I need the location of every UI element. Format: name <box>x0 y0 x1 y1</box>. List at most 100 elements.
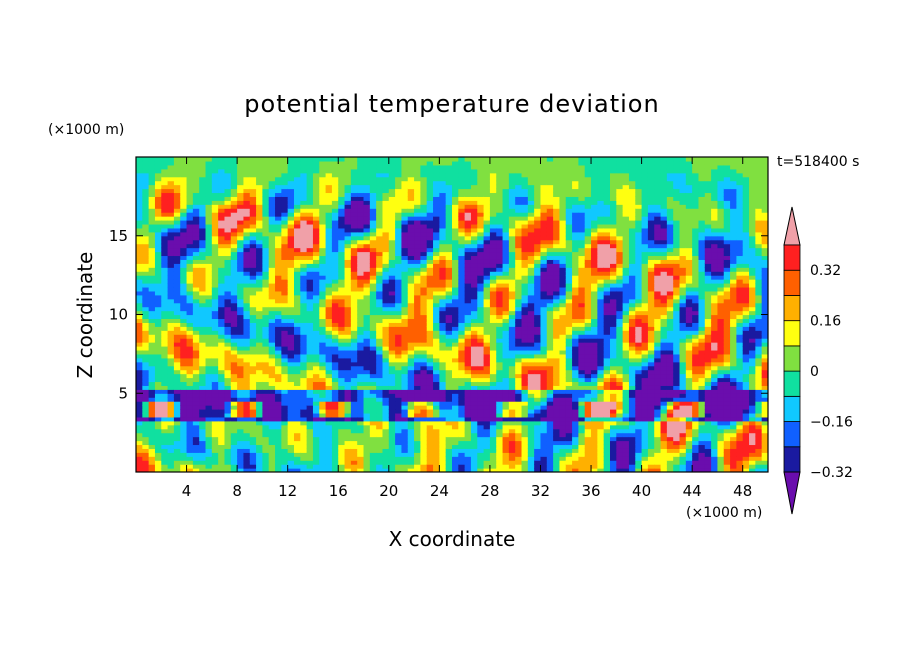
contour-cell <box>268 349 276 355</box>
contour-cell <box>338 412 346 418</box>
contour-cell <box>388 424 396 430</box>
contour-cell <box>249 275 257 280</box>
contour-cell <box>186 440 194 446</box>
contour-cell <box>218 235 226 241</box>
contour-cell <box>502 231 510 237</box>
contour-cell <box>256 294 263 300</box>
contour-cell <box>192 349 200 355</box>
contour-cell <box>331 385 339 390</box>
contour-cell <box>312 314 320 320</box>
contour-cell <box>281 349 289 355</box>
contour-cell <box>515 397 523 402</box>
contour-cell <box>452 342 459 347</box>
contour-cell <box>426 409 434 414</box>
contour-cell <box>262 448 270 453</box>
contour-cell <box>306 255 314 260</box>
contour-cell <box>211 353 219 359</box>
contour-cell <box>281 235 289 241</box>
contour-cell <box>363 385 371 390</box>
contour-cell <box>281 286 289 292</box>
contour-cell <box>243 397 251 402</box>
contour-cell <box>173 235 181 241</box>
contour-cell <box>325 405 333 410</box>
contour-cell <box>445 192 453 197</box>
contour-cell <box>452 338 459 343</box>
contour-cell <box>395 416 403 422</box>
contour-cell <box>420 405 428 410</box>
contour-cell <box>331 401 339 406</box>
contour-cell <box>186 361 194 367</box>
contour-cell <box>154 397 162 402</box>
contour-cell <box>281 424 289 430</box>
contour-cell <box>401 294 409 300</box>
contour-cell <box>369 432 377 438</box>
contour-cell <box>439 196 447 201</box>
contour-cell <box>508 361 516 367</box>
contour-cell <box>186 409 194 414</box>
contour-cell <box>489 157 497 162</box>
contour-cell <box>243 180 251 186</box>
contour-cell <box>230 397 238 402</box>
contour-cell <box>445 381 453 386</box>
contour-cell <box>388 420 396 426</box>
contour-cell <box>136 326 143 331</box>
contour-cell <box>300 290 308 296</box>
contour-cell <box>464 200 472 205</box>
contour-cell <box>173 416 181 422</box>
contour-cell <box>426 452 434 457</box>
contour-cell <box>458 267 466 272</box>
contour-cell <box>268 409 276 414</box>
contour-cell <box>154 334 162 339</box>
contour-cell <box>515 464 523 469</box>
contour-cell <box>388 157 396 162</box>
contour-cell <box>458 346 466 351</box>
contour-cell <box>382 330 390 335</box>
contour-cell <box>325 385 333 390</box>
contour-cell <box>426 412 434 418</box>
contour-cell <box>224 464 232 469</box>
contour-cell <box>218 412 226 418</box>
contour-cell <box>230 412 238 418</box>
contour-cell <box>401 342 409 347</box>
contour-cell <box>186 436 194 442</box>
contour-cell <box>344 227 352 233</box>
contour-cell <box>173 259 181 264</box>
contour-cell <box>382 357 390 363</box>
contour-cell <box>350 168 358 174</box>
contour-cell <box>433 157 440 162</box>
contour-cell <box>452 346 459 351</box>
contour-cell <box>464 405 472 410</box>
contour-cell <box>294 440 301 446</box>
contour-cell <box>445 212 453 217</box>
contour-cell <box>508 460 516 465</box>
contour-cell <box>281 464 289 469</box>
contour-cell <box>199 342 207 347</box>
contour-cell <box>369 279 377 284</box>
contour-cell <box>268 330 276 335</box>
contour-cell <box>154 294 162 300</box>
contour-cell <box>275 216 282 221</box>
contour-cell <box>262 452 270 457</box>
contour-cell <box>294 212 301 217</box>
contour-cell <box>344 164 352 170</box>
contour-cell <box>357 385 365 390</box>
contour-cell <box>458 436 466 442</box>
contour-cell <box>199 279 207 284</box>
contour-cell <box>401 192 409 197</box>
contour-cell <box>376 373 384 379</box>
contour-cell <box>508 397 516 402</box>
contour-cell <box>218 223 226 229</box>
contour-cell <box>452 267 459 272</box>
contour-cell <box>243 432 251 438</box>
contour-cell <box>319 444 327 449</box>
contour-cell <box>426 160 434 166</box>
contour-cell <box>395 306 403 312</box>
contour-cell <box>445 428 453 434</box>
contour-cell <box>173 275 181 280</box>
contour-cell <box>136 302 143 308</box>
contour-cell <box>154 322 162 327</box>
contour-cell <box>148 243 156 249</box>
contour-cell <box>350 409 358 414</box>
contour-cell <box>230 184 238 190</box>
contour-cell <box>521 377 529 383</box>
